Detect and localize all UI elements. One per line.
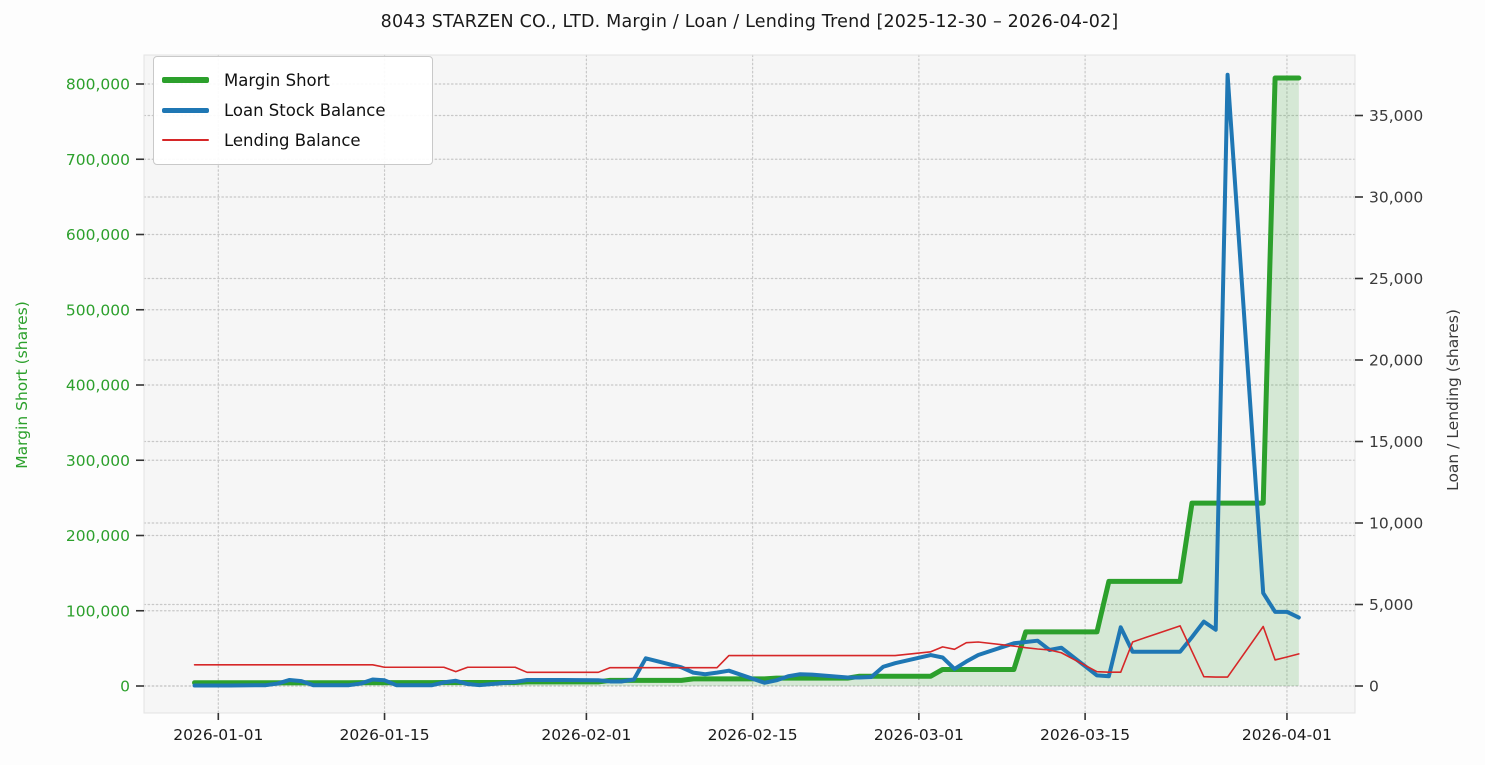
svg-text:5,000: 5,000	[1369, 596, 1413, 614]
svg-text:20,000: 20,000	[1369, 352, 1423, 370]
svg-text:10,000: 10,000	[1369, 515, 1423, 533]
legend-item-lending-balance: Lending Balance	[162, 125, 420, 155]
margin-short-fill	[194, 77, 1299, 687]
axis-ticks	[136, 83, 1363, 720]
left-axis-label: Margin Short (shares)	[13, 301, 31, 469]
svg-text:300,000: 300,000	[66, 452, 130, 470]
svg-text:35,000: 35,000	[1369, 107, 1423, 125]
svg-text:25,000: 25,000	[1369, 270, 1423, 288]
svg-text:2026-02-01: 2026-02-01	[541, 726, 631, 744]
legend-label: Lending Balance	[224, 130, 361, 150]
x-tick-labels: 2026-01-01 2026-01-15 2026-02-01 2026-02-15…	[173, 726, 1332, 744]
lending-balance-line	[193, 625, 1300, 678]
legend-item-loan-stock-balance: Loan Stock Balance	[162, 95, 420, 125]
svg-text:0: 0	[1369, 678, 1379, 696]
svg-text:2026-03-01: 2026-03-01	[874, 726, 964, 744]
right-axis-label: Loan / Lending (shares)	[1444, 309, 1462, 491]
svg-text:2026-02-15: 2026-02-15	[708, 726, 798, 744]
svg-text:700,000: 700,000	[66, 151, 130, 169]
margin-short-line	[192, 75, 1302, 686]
margin-short-line-swatch-icon	[162, 77, 209, 83]
left-tick-labels: 0 100,000 200,000 300,000 400,000 500,000 600,…	[66, 76, 130, 696]
svg-text:500,000: 500,000	[66, 301, 130, 319]
svg-text:2026-01-01: 2026-01-01	[173, 726, 263, 744]
svg-text:2026-01-15: 2026-01-15	[339, 726, 429, 744]
legend-label: Margin Short	[224, 70, 330, 90]
svg-text:200,000: 200,000	[66, 527, 130, 545]
plot-border	[143, 54, 1356, 714]
loan-stock-line-swatch-icon	[162, 107, 209, 113]
svg-text:30,000: 30,000	[1369, 189, 1423, 207]
svg-text:0: 0	[120, 678, 130, 696]
lending-line-swatch-icon	[162, 138, 209, 142]
legend-item-margin-short: Margin Short	[162, 65, 420, 95]
svg-text:800,000: 800,000	[66, 76, 130, 94]
svg-text:15,000: 15,000	[1369, 433, 1423, 451]
svg-text:2026-04-01: 2026-04-01	[1242, 726, 1332, 744]
legend-box: Margin Short Loan Stock Balance Lending …	[153, 56, 433, 165]
chart-title: 8043 STARZEN CO., LTD. Margin / Loan / L…	[380, 12, 1119, 32]
loan-stock-balance-line	[192, 72, 1301, 688]
svg-text:100,000: 100,000	[66, 602, 130, 620]
svg-text:400,000: 400,000	[66, 377, 130, 395]
legend-label: Loan Stock Balance	[224, 100, 386, 120]
svg-text:600,000: 600,000	[66, 226, 130, 244]
right-tick-labels: 0 5,000 10,000 15,000 20,000 25,000 30,000 35,0…	[1369, 107, 1423, 696]
svg-text:2026-03-15: 2026-03-15	[1040, 726, 1130, 744]
